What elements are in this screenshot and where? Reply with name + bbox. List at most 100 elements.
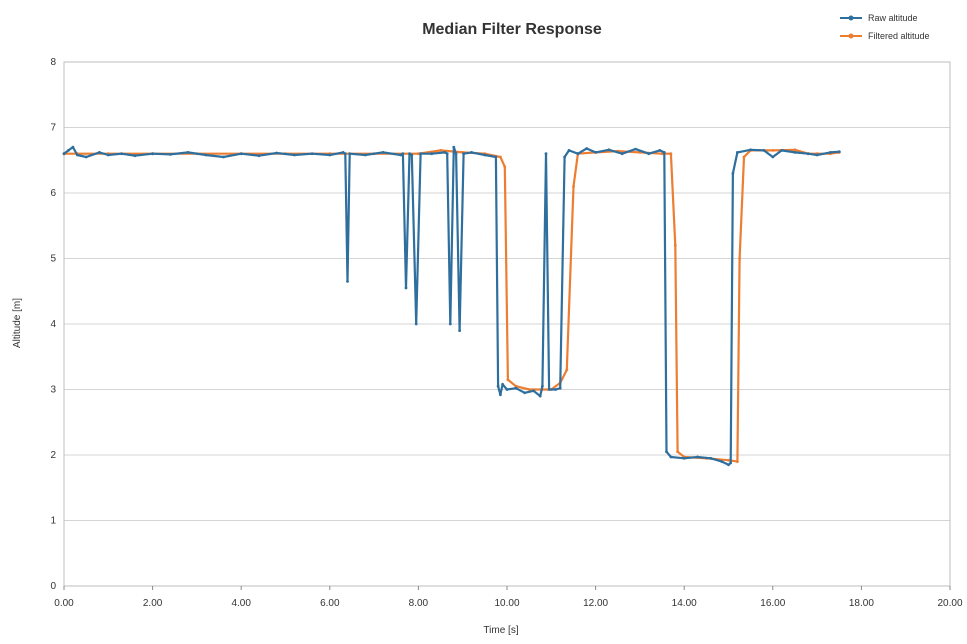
data-point <box>439 149 442 152</box>
data-point <box>727 458 730 462</box>
data-point <box>771 149 775 152</box>
y-tick-label: 5 <box>50 254 56 265</box>
data-point <box>414 322 418 326</box>
data-point <box>348 152 352 156</box>
data-point <box>310 152 314 156</box>
data-point <box>829 151 832 154</box>
data-point <box>62 152 66 156</box>
data-point <box>501 382 504 386</box>
data-point <box>607 148 611 152</box>
y-tick-label: 0 <box>50 581 56 592</box>
data-point <box>696 455 699 459</box>
data-point <box>168 153 172 156</box>
data-point <box>275 151 278 155</box>
legend-label: Filtered altitude <box>868 31 930 41</box>
chart-title: Median Filter Response <box>422 21 602 38</box>
data-point <box>738 257 741 260</box>
x-tick-label: 18.00 <box>849 598 874 609</box>
data-point <box>762 149 766 152</box>
data-point <box>658 149 662 152</box>
data-point <box>470 151 473 154</box>
x-tick-label: 12.00 <box>583 598 608 609</box>
legend-marker <box>848 15 854 21</box>
data-point <box>749 148 752 152</box>
data-point <box>399 153 403 157</box>
data-point <box>709 456 713 460</box>
data-point <box>204 153 208 157</box>
data-point <box>106 153 110 157</box>
data-point <box>503 165 507 169</box>
legend-label: Raw altitude <box>868 13 918 23</box>
data-point <box>257 154 261 158</box>
series-layer <box>62 145 841 467</box>
data-point <box>538 394 542 398</box>
data-point <box>665 450 668 454</box>
data-point <box>343 152 347 156</box>
legend-marker <box>848 33 854 39</box>
data-point <box>771 155 775 159</box>
data-point <box>673 244 677 247</box>
x-tick-label: 20.00 <box>937 598 962 609</box>
y-tick-label: 6 <box>50 188 56 199</box>
data-point <box>410 153 414 157</box>
data-point <box>793 148 797 152</box>
data-point <box>445 152 449 156</box>
data-point <box>430 152 434 156</box>
data-point <box>634 147 637 151</box>
data-point <box>837 150 841 154</box>
data-point <box>541 384 544 388</box>
data-point <box>239 152 243 156</box>
data-point <box>67 149 70 152</box>
data-point <box>729 461 733 465</box>
data-point <box>499 155 502 159</box>
data-point <box>736 460 739 463</box>
data-point <box>731 172 735 175</box>
data-point <box>120 152 123 156</box>
data-point <box>462 152 465 156</box>
data-point <box>328 153 332 157</box>
data-point <box>151 152 155 156</box>
x-tick-label: 14.00 <box>672 598 697 609</box>
data-point <box>514 386 518 390</box>
data-point <box>780 149 784 152</box>
data-point <box>499 393 502 397</box>
data-point <box>669 152 673 156</box>
data-point <box>454 152 458 156</box>
data-point <box>682 456 686 460</box>
data-point <box>676 450 679 454</box>
data-point <box>558 386 562 390</box>
data-point <box>736 151 739 154</box>
data-point <box>669 455 673 459</box>
data-point <box>647 152 651 156</box>
data-point <box>401 152 405 156</box>
data-point <box>727 463 730 467</box>
data-point <box>98 151 101 154</box>
data-point <box>505 388 509 391</box>
data-point <box>565 368 569 372</box>
y-tick-label: 4 <box>50 319 56 330</box>
data-point <box>620 152 624 156</box>
x-tick-label: 8.00 <box>409 598 429 609</box>
data-point <box>84 155 88 159</box>
data-point <box>496 384 500 388</box>
data-point <box>544 152 548 156</box>
data-point <box>547 388 551 391</box>
data-point <box>514 384 518 388</box>
data-point <box>71 145 75 149</box>
data-point <box>506 378 510 382</box>
data-point <box>458 329 461 332</box>
x-tick-label: 0.00 <box>54 598 74 609</box>
x-tick-label: 2.00 <box>143 598 163 609</box>
data-point <box>594 151 597 154</box>
data-point <box>742 155 746 159</box>
data-point <box>341 151 345 154</box>
x-tick-label: 4.00 <box>231 598 251 609</box>
data-point <box>815 153 819 157</box>
y-tick-label: 1 <box>50 516 56 527</box>
data-point <box>806 152 810 156</box>
data-point <box>793 151 797 154</box>
legend: Raw altitude Filtered altitude <box>840 13 930 41</box>
